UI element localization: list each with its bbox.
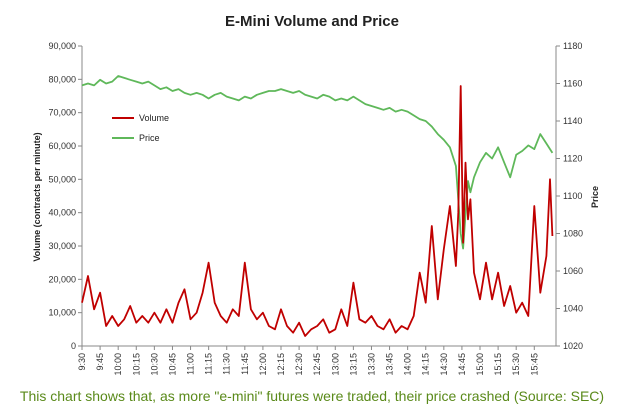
legend-label-price: Price xyxy=(139,133,160,143)
y-right-tick-label: 1140 xyxy=(563,116,582,126)
x-tick-label: 10:15 xyxy=(131,353,141,376)
y-left-tick-label: 80,000 xyxy=(48,74,76,84)
y-right-tick-label: 1100 xyxy=(563,191,582,201)
y-left-tick-label: 0 xyxy=(71,341,76,351)
x-tick-label: 11:45 xyxy=(240,353,250,375)
x-tick-label: 15:00 xyxy=(475,353,485,376)
y-axis-left-label: Volume (contracts per minute) xyxy=(32,132,42,261)
x-tick-label: 15:45 xyxy=(529,353,539,376)
x-tick-label: 10:30 xyxy=(149,353,159,376)
y-left-tick-label: 30,000 xyxy=(48,241,76,251)
y-axis-right-label: Price xyxy=(590,186,600,208)
y-left-tick-label: 50,000 xyxy=(48,174,76,184)
x-tick-label: 10:45 xyxy=(167,353,177,376)
y-right-tick-label: 1020 xyxy=(563,341,583,351)
x-tick-label: 14:45 xyxy=(457,353,467,376)
chart: E-Mini Volume and Price 0 10,000 20,000 30,… xyxy=(32,13,600,376)
x-tick-label: 12:30 xyxy=(294,353,304,376)
x-tick-label: 10:00 xyxy=(113,353,123,376)
x-tick-label: 14:00 xyxy=(403,353,413,376)
y-left-tick-label: 60,000 xyxy=(48,141,76,151)
y-left-tick-label: 10,000 xyxy=(48,308,76,318)
x-tick-label: 15:15 xyxy=(493,353,503,376)
chart-title: E-Mini Volume and Price xyxy=(225,13,399,30)
y-right-tick-label: 1080 xyxy=(563,229,583,239)
x-tick-label: 14:30 xyxy=(439,353,449,376)
y-right-tick-label: 1160 xyxy=(563,79,582,89)
x-tick-label: 13:00 xyxy=(330,353,340,376)
series-line-volume xyxy=(81,85,554,337)
series-line-price xyxy=(81,75,554,250)
y-right-tick-label: 1180 xyxy=(563,41,582,51)
y-right-tick-label: 1120 xyxy=(563,154,582,164)
x-tick-label: 13:30 xyxy=(366,353,376,376)
x-tick-label: 11:30 xyxy=(222,353,232,375)
x-tick-label: 11:00 xyxy=(186,353,196,375)
chart-caption: This chart shows that, as more "e-mini" … xyxy=(19,388,605,404)
x-tick-label: 13:45 xyxy=(385,353,395,376)
plot-area: 0 10,000 20,000 30,000 40,000 50,000 60,000 70,… xyxy=(48,41,583,376)
x-tick-label: 12:00 xyxy=(258,353,268,376)
y-left-tick-label: 20,000 xyxy=(48,274,76,284)
x-tick-label: 9:45 xyxy=(95,353,105,371)
x-tick-label: 13:15 xyxy=(348,353,358,376)
y-right-tick-label: 1060 xyxy=(563,266,583,276)
y-left-tick-label: 70,000 xyxy=(48,108,76,118)
y-right-tick-label: 1040 xyxy=(563,304,583,314)
x-tick-label: 15:30 xyxy=(511,353,521,376)
legend-label-volume: Volume xyxy=(139,113,169,123)
x-tick-label: 12:15 xyxy=(276,353,286,376)
y-left-tick-label: 90,000 xyxy=(48,41,76,51)
x-tick-label: 11:15 xyxy=(204,353,214,375)
y-left-tick-label: 40,000 xyxy=(48,208,76,218)
x-tick-label: 12:45 xyxy=(312,353,322,376)
x-tick-label: 14:15 xyxy=(421,353,431,376)
x-tick-label: 9:30 xyxy=(77,353,87,371)
